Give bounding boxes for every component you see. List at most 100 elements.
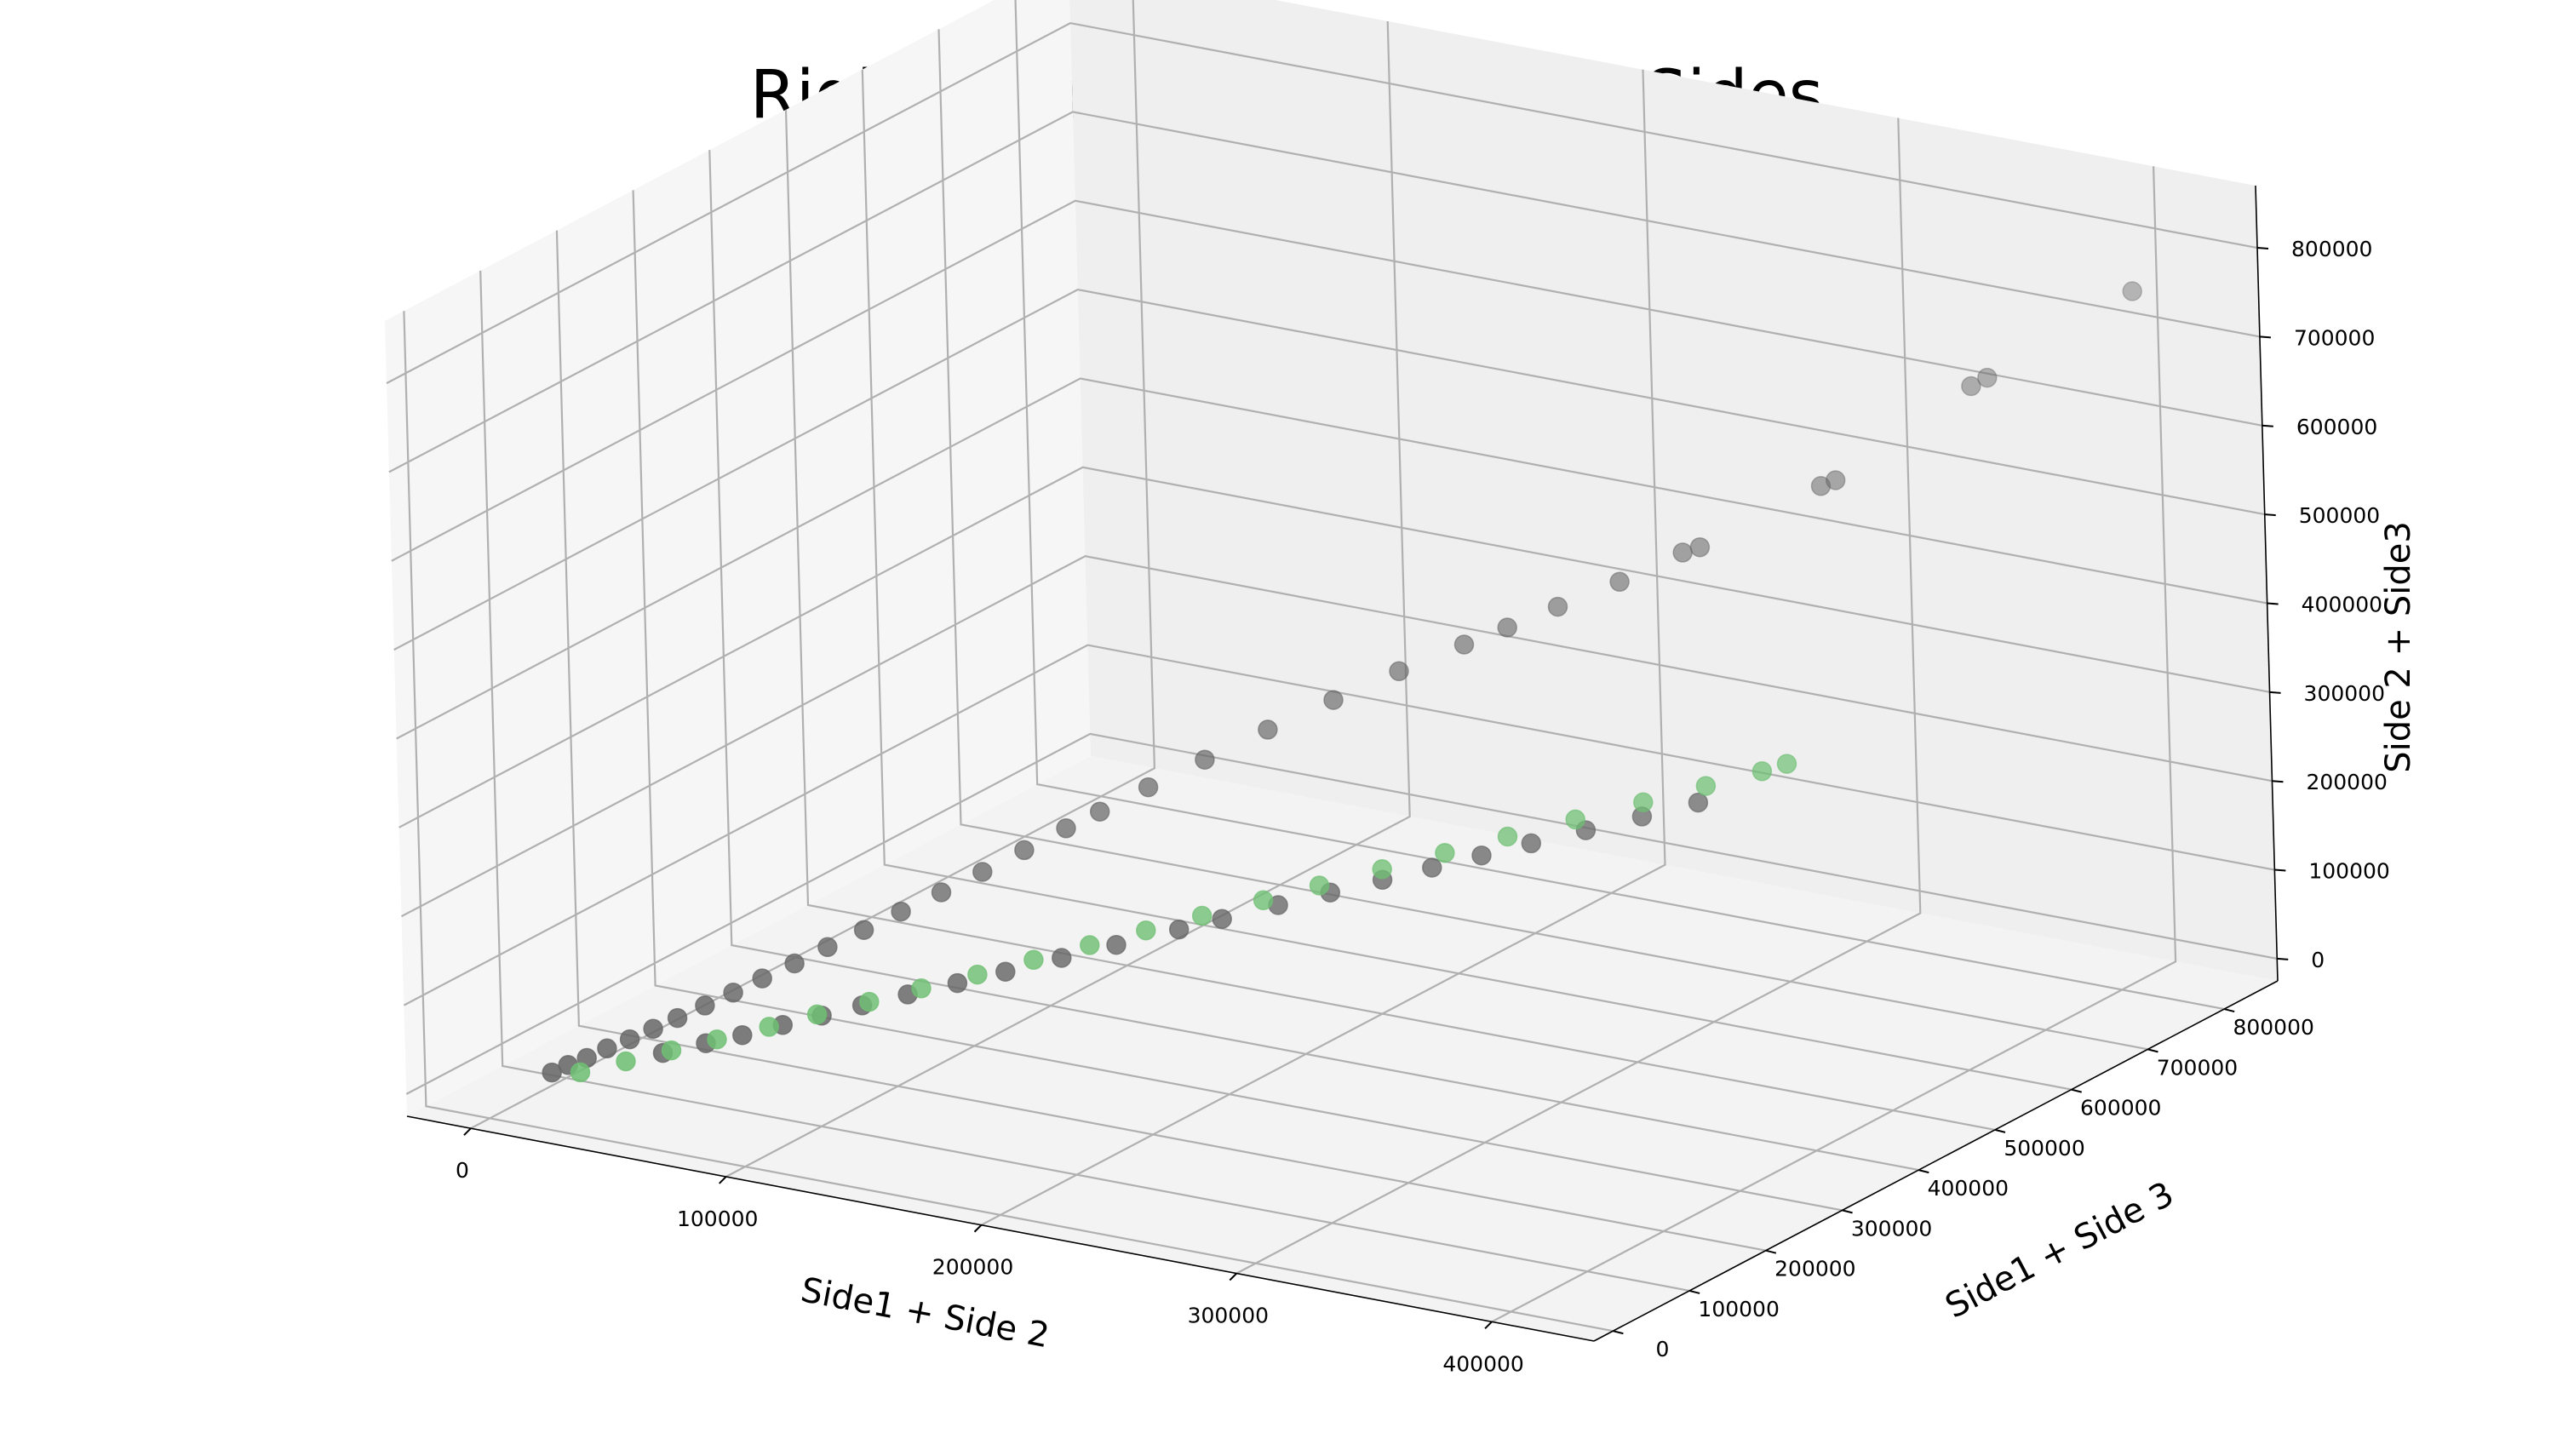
- gray-series-point: [1168, 919, 1190, 940]
- gray-series-point: [1258, 719, 1278, 740]
- x-grid-line: [1491, 166, 2177, 1323]
- z-tick-label: 500000: [2299, 503, 2380, 528]
- x-tick-mark: [973, 1224, 983, 1233]
- x-grid-line: [725, 20, 1411, 1178]
- gray-series-point: [1825, 470, 1846, 490]
- y-tick-label: 200000: [1774, 1257, 1855, 1281]
- z-tick-mark: [2262, 424, 2273, 427]
- green-series-point: [967, 964, 988, 985]
- green-series-point: [616, 1051, 636, 1072]
- green-series-point: [1751, 761, 1773, 782]
- y-tick-mark: [1994, 1128, 2006, 1133]
- green-series-point: [1191, 905, 1212, 926]
- y-tick-mark: [2071, 1088, 2082, 1093]
- y-axis-line: [1593, 980, 2279, 1342]
- gray-series-point: [931, 882, 952, 903]
- y-tick-label: 800000: [2233, 1015, 2313, 1040]
- z-grid-line: [391, 199, 2263, 562]
- x-tick-label: 300000: [1188, 1304, 1269, 1328]
- z-grid-line: [405, 732, 2278, 1095]
- z-grid-line: [386, 21, 2258, 385]
- axis-edges: [406, 185, 2279, 1342]
- gray-series-point: [542, 1062, 562, 1083]
- x-tick-label: 200000: [932, 1255, 1013, 1280]
- green-series-point: [661, 1040, 682, 1061]
- gray-series-point: [1547, 596, 1568, 617]
- y-grid-line: [632, 190, 1843, 1212]
- gray-series-point: [1422, 857, 1442, 878]
- y-tick-label: 500000: [2004, 1136, 2084, 1161]
- z-tick-label: 800000: [2291, 237, 2372, 261]
- gray-series-point: [1212, 909, 1232, 929]
- y-grid-line: [403, 311, 1614, 1333]
- green-series-point: [1435, 842, 1455, 863]
- y-tick-mark: [1613, 1330, 1624, 1335]
- z-tick-mark: [2264, 513, 2276, 517]
- floor-pane: [407, 756, 2278, 1341]
- gray-series-point: [1672, 542, 1693, 563]
- y-tick-label: 700000: [2157, 1055, 2238, 1080]
- green-series-point: [1136, 920, 1156, 941]
- y-axis-ticks: 0 100000 200000 300000 400000 500000 600000 700…: [1613, 1008, 2314, 1361]
- gray-series-point: [1106, 934, 1126, 955]
- z-tick-label: 300000: [2304, 681, 2385, 706]
- y-tick-mark: [1842, 1209, 1853, 1214]
- y-tick-mark: [1918, 1169, 1929, 1174]
- gray-series-point: [995, 961, 1016, 982]
- x-axis-label: Side1 + Side 2: [798, 1270, 1052, 1356]
- z-tick-mark: [2274, 868, 2286, 872]
- x-tick-mark: [719, 1176, 727, 1184]
- gray-series-point: [1389, 661, 1409, 682]
- gray-series-point: [752, 968, 772, 989]
- green-series-point: [1565, 809, 1585, 830]
- x-grid-line: [1235, 118, 1922, 1275]
- x-axis-ticks: 0 100000 200000 300000 400000: [456, 1127, 1524, 1376]
- gray-series-point: [619, 1029, 640, 1050]
- z-axis-ticks: 0 100000 200000 300000 400000 500000 600000 700…: [2256, 237, 2390, 972]
- z-tick-mark: [2256, 247, 2269, 250]
- y-tick-label: 400000: [1928, 1176, 2009, 1201]
- gray-series-point: [1052, 948, 1072, 968]
- green-series-point: [759, 1017, 779, 1037]
- gray-series-point: [1453, 634, 1475, 655]
- green-series-point: [859, 991, 880, 1012]
- x-tick-label: 100000: [677, 1207, 758, 1231]
- gray-series-point: [695, 995, 715, 1016]
- gray-series-point: [784, 953, 805, 974]
- y-tick-label: 600000: [2080, 1096, 2161, 1121]
- z-tick-label: 200000: [2306, 770, 2387, 794]
- gray-series-point: [972, 862, 993, 882]
- gray-series-point: [1014, 840, 1035, 861]
- z-grid-line: [400, 555, 2273, 918]
- z-grid-line: [396, 377, 2267, 740]
- x-tick-mark: [463, 1127, 472, 1136]
- green-series-point: [806, 1004, 828, 1025]
- green-series-point: [1372, 859, 1392, 880]
- gray-series-point: [1195, 749, 1215, 770]
- y-grid-line: [937, 29, 2148, 1051]
- green-series-point: [1633, 792, 1654, 813]
- x-tick-mark: [1484, 1321, 1493, 1329]
- gray-series-point: [597, 1038, 617, 1059]
- y-tick-mark: [2223, 1008, 2235, 1013]
- gray-series-point: [1609, 571, 1630, 593]
- z-grid-line: [388, 111, 2261, 473]
- z-tick-label: 100000: [2308, 859, 2389, 884]
- gray-series-point: [1521, 833, 1542, 854]
- gray-series-point: [1323, 690, 1344, 710]
- axis-panes: [385, 0, 2278, 1341]
- x-tick-label: 0: [456, 1158, 469, 1183]
- gray-series-point: [1688, 792, 1709, 813]
- z-axis-label: Side 2 + Side3: [2379, 521, 2418, 773]
- grid-lines: [386, 0, 2278, 1333]
- green-series-point: [911, 978, 932, 999]
- gray-series-point: [853, 920, 874, 940]
- green-series-point: [1309, 875, 1330, 896]
- y-grid-line: [784, 109, 1996, 1131]
- z-tick-label: 700000: [2294, 325, 2375, 350]
- y-tick-label: 300000: [1851, 1216, 1932, 1241]
- z-tick-mark: [2269, 691, 2281, 694]
- gray-series-point: [723, 983, 743, 1003]
- gray-series-point: [1961, 375, 1981, 397]
